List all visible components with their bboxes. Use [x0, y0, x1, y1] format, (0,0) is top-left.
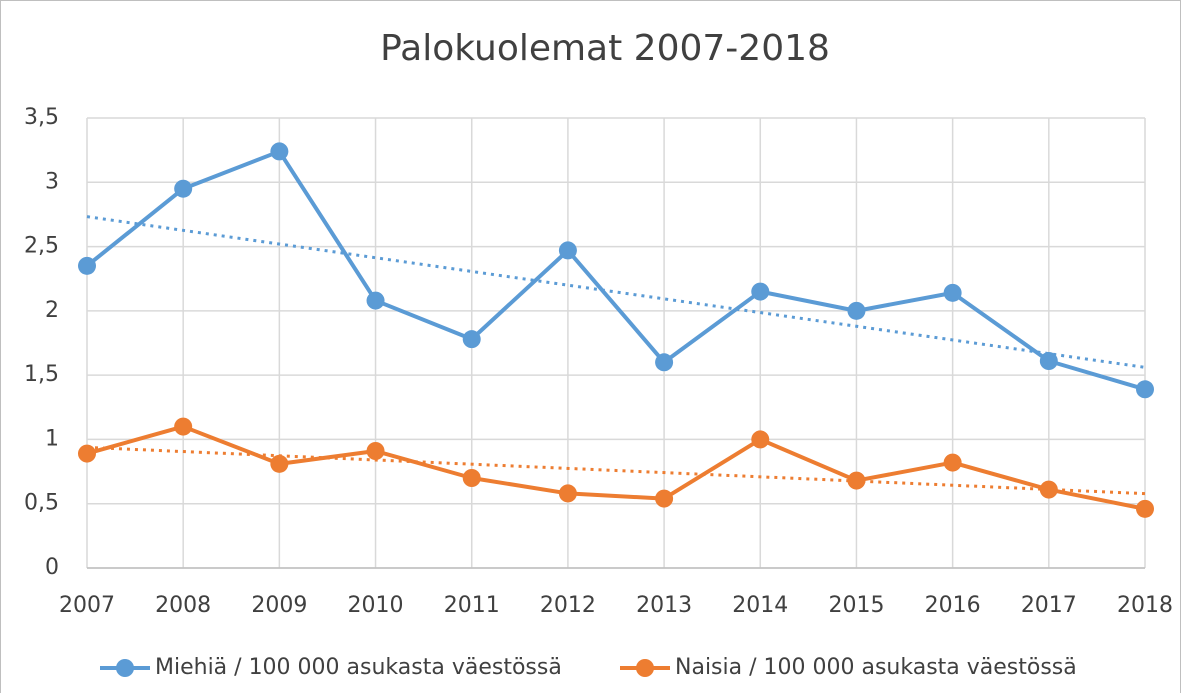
y-tick-label: 0 — [45, 555, 59, 580]
y-tick-label: 3,5 — [24, 105, 59, 130]
data-point — [847, 301, 866, 320]
data-point — [366, 291, 385, 310]
data-point — [751, 430, 770, 449]
x-tick-label: 2018 — [1117, 593, 1173, 618]
x-tick-label: 2015 — [828, 593, 884, 618]
legend-label: Miehiä / 100 000 asukasta väestössä — [155, 655, 562, 680]
x-tick-label: 2017 — [1021, 593, 1077, 618]
x-tick-label: 2013 — [636, 593, 692, 618]
trend-line — [86, 215, 1146, 369]
data-point — [1136, 380, 1154, 399]
data-point — [1039, 480, 1058, 499]
data-point — [943, 283, 962, 302]
y-tick-label: 2,5 — [24, 234, 59, 259]
trend-line — [86, 445, 1146, 496]
x-tick-label: 2016 — [925, 593, 981, 618]
data-point — [1136, 499, 1154, 518]
x-tick-label: 2007 — [59, 593, 115, 618]
data-point — [943, 453, 962, 472]
y-tick-label: 3 — [45, 169, 59, 194]
series-line — [86, 424, 1146, 511]
x-tick-label: 2010 — [348, 593, 404, 618]
data-point — [558, 484, 577, 503]
data-point — [751, 282, 770, 301]
series-line — [85, 149, 1146, 392]
data-point — [558, 241, 577, 260]
data-point — [462, 469, 481, 487]
legend-marker — [116, 659, 134, 677]
data-point — [847, 471, 866, 490]
data-point — [270, 454, 289, 473]
y-tick-label: 0,5 — [24, 491, 59, 516]
x-tick-label: 2012 — [540, 593, 596, 618]
x-tick-label: 2008 — [155, 593, 211, 618]
chart-title: Palokuolemat 2007-2018 — [380, 28, 830, 69]
legend-marker — [636, 659, 654, 677]
y-tick-label: 2 — [45, 298, 59, 323]
data-point — [174, 417, 193, 436]
data-point — [270, 142, 289, 161]
data-point — [655, 489, 674, 508]
data-point — [78, 444, 96, 463]
y-tick-label: 1,5 — [24, 362, 59, 387]
y-tick-label: 1 — [45, 426, 59, 451]
data-point — [1039, 352, 1058, 370]
data-point — [366, 442, 385, 460]
legend-label: Naisia / 100 000 asukasta väestössä — [675, 655, 1077, 680]
x-tick-label: 2011 — [444, 593, 500, 618]
data-point — [462, 330, 481, 349]
data-point — [174, 179, 193, 198]
x-tick-label: 2014 — [732, 593, 788, 618]
x-tick-label: 2009 — [251, 593, 307, 618]
data-point — [655, 353, 674, 372]
data-point — [78, 256, 96, 275]
